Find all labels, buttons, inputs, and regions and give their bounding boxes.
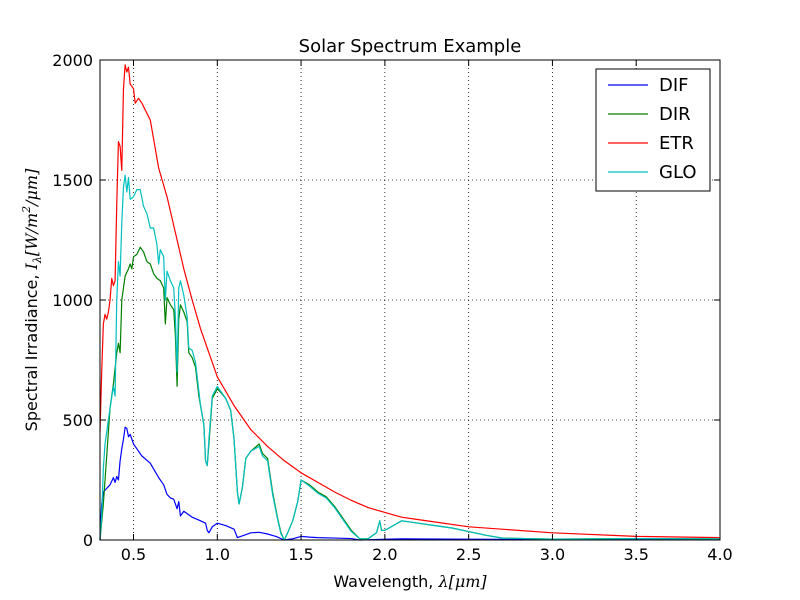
y-tick-label: 1000 xyxy=(52,291,93,310)
x-tick-label: 4.0 xyxy=(707,545,732,564)
y-tick-label: 0 xyxy=(83,531,93,550)
y-tick-label: 2000 xyxy=(52,51,93,70)
y-tick-label: 500 xyxy=(62,411,93,430)
axis-ticks: 0.5 1.0 1.5 2.0 2.5 3.0 3.5 4.0 0 500 1000 1500 2000 xyxy=(52,51,732,564)
series-line-dif xyxy=(99,426,720,541)
x-tick-label: 3.5 xyxy=(623,545,648,564)
legend-label-etr: ETR xyxy=(659,133,694,154)
x-axis-label: Wavelength, λ[μm] xyxy=(333,572,487,591)
legend: DIF DIR ETR GLO xyxy=(595,68,711,192)
x-tick-label: 3.0 xyxy=(540,545,565,564)
legend-box xyxy=(595,68,711,192)
chart-title: Solar Spectrum Example xyxy=(299,36,522,57)
x-tick-label: 1.5 xyxy=(288,545,313,564)
y-tick-label: 1500 xyxy=(52,171,93,190)
legend-label-dif: DIF xyxy=(659,75,689,96)
y-axis-label: Spectral Irradiance, Iλ[W/m2/μm] xyxy=(20,168,44,431)
x-tick-label: 1.0 xyxy=(205,545,230,564)
series-line-glo xyxy=(99,174,721,541)
legend-label-dir: DIR xyxy=(659,104,691,125)
series-layer xyxy=(99,64,721,541)
x-tick-label: 2.5 xyxy=(456,545,481,564)
legend-label-glo: GLO xyxy=(659,162,697,183)
series-line-etr xyxy=(99,64,721,539)
x-tick-label: 2.0 xyxy=(372,545,397,564)
x-tick-label: 0.5 xyxy=(121,545,146,564)
